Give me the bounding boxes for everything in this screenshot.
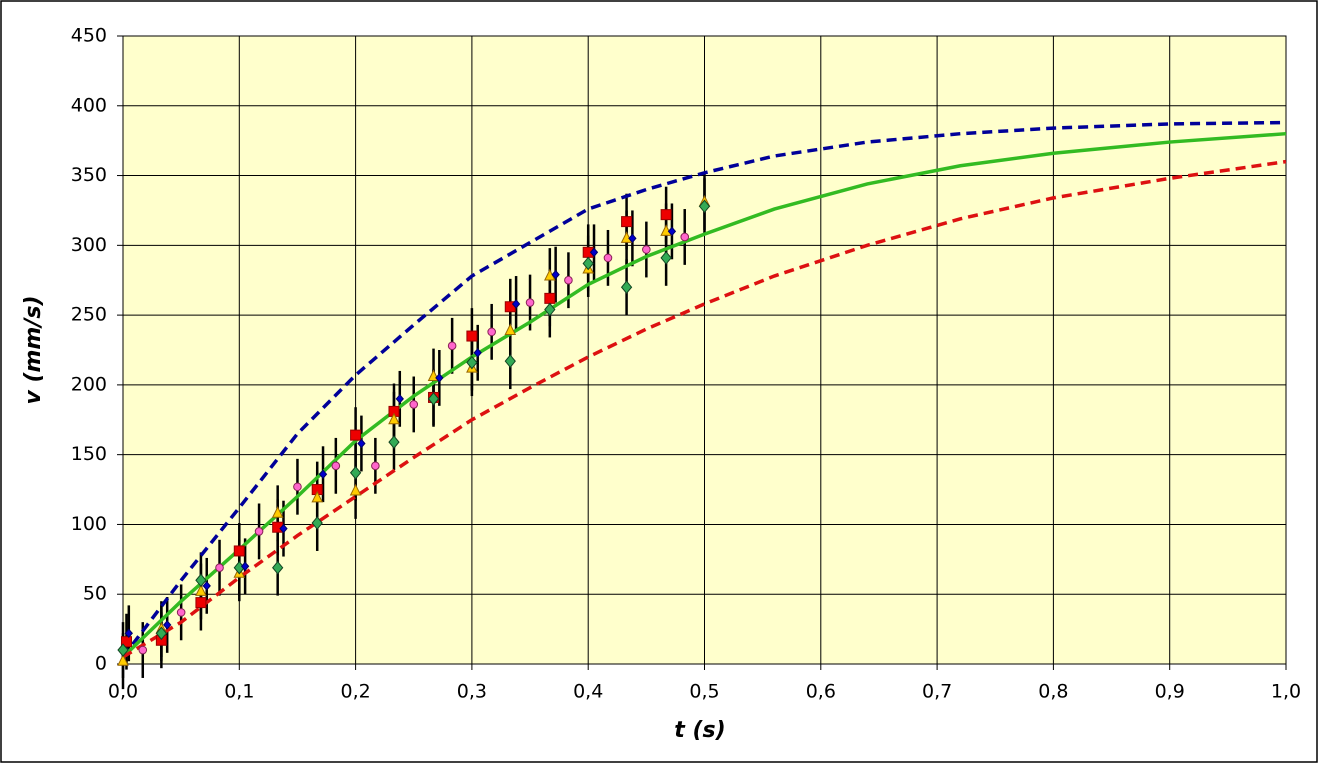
point	[331, 461, 341, 471]
point	[564, 275, 573, 285]
point	[279, 523, 288, 534]
point	[698, 199, 711, 214]
y-tick-label: 450	[71, 25, 107, 47]
point	[551, 269, 560, 280]
curve	[122, 159, 1287, 659]
point	[349, 483, 362, 496]
point	[395, 394, 404, 404]
point	[124, 628, 133, 639]
point	[117, 643, 129, 657]
point	[447, 341, 457, 351]
point	[349, 466, 362, 480]
point	[293, 482, 302, 492]
point	[195, 597, 207, 609]
point	[621, 216, 633, 228]
x-tick-label: 0,3	[457, 681, 487, 703]
x-tick-label: 0,1	[224, 681, 254, 703]
point	[271, 506, 284, 518]
x-tick-label: 0,6	[806, 681, 836, 703]
point	[357, 438, 366, 449]
point	[117, 654, 129, 666]
y-tick-label: 250	[71, 304, 107, 326]
y-axis-title: v (mm/s)	[21, 295, 46, 404]
x-tick-label: 0,7	[922, 681, 952, 703]
y-tick-label: 0	[95, 653, 107, 675]
curve	[121, 120, 1287, 659]
x-axis-title: t (s)	[674, 718, 725, 743]
point	[660, 209, 672, 221]
point	[466, 355, 478, 370]
point	[660, 251, 672, 265]
point	[544, 292, 556, 304]
point	[504, 354, 516, 368]
x-tick-label: 0,9	[1155, 681, 1185, 703]
x-tick-label: 0,5	[689, 681, 719, 703]
point	[511, 299, 521, 309]
point	[628, 233, 637, 244]
point	[660, 224, 672, 236]
point	[371, 461, 380, 471]
point	[233, 545, 245, 557]
y-tick-label: 200	[71, 373, 107, 395]
point	[388, 412, 400, 425]
point	[138, 645, 148, 655]
point	[409, 400, 419, 409]
y-tick-label: 400	[71, 94, 107, 116]
point	[466, 330, 478, 342]
plot-area: 0 50 100 150 200 250 300 350 400 450 0,0 0,1 0,2 0,3 0…	[71, 25, 1301, 703]
point	[272, 560, 284, 575]
point	[435, 373, 444, 383]
point	[254, 527, 264, 536]
point	[350, 429, 362, 441]
point	[487, 327, 496, 337]
y-tick-label: 100	[71, 513, 107, 535]
point	[240, 561, 250, 572]
point	[473, 348, 482, 358]
point	[589, 247, 599, 258]
point	[318, 469, 328, 479]
point	[620, 280, 633, 294]
point	[680, 232, 690, 242]
point	[642, 245, 651, 254]
point	[195, 573, 207, 588]
point	[427, 392, 440, 406]
point	[667, 226, 677, 237]
y-tick-label: 50	[83, 583, 107, 605]
point	[620, 231, 633, 243]
plot-frame	[122, 35, 1287, 665]
point	[120, 636, 132, 648]
point	[176, 608, 186, 617]
point	[603, 253, 613, 263]
point	[504, 323, 517, 335]
x-tick-label: 1,0	[1271, 681, 1301, 703]
point	[195, 584, 207, 596]
y-tick-label: 300	[71, 234, 107, 256]
point	[202, 581, 211, 591]
point	[155, 626, 168, 641]
point	[215, 563, 224, 573]
point	[388, 435, 400, 449]
x-tick-label: 0,2	[340, 681, 370, 703]
x-tick-label: 0,4	[573, 681, 603, 703]
point	[311, 490, 324, 503]
x-tick-label: 0,0	[108, 681, 138, 703]
point	[163, 620, 172, 630]
point	[582, 256, 594, 271]
x-tick-label: 0,8	[1038, 681, 1068, 703]
y-tick-label: 350	[71, 164, 107, 186]
point	[525, 298, 535, 307]
point	[544, 302, 556, 317]
point	[311, 516, 323, 530]
y-tick-label: 150	[71, 443, 107, 465]
